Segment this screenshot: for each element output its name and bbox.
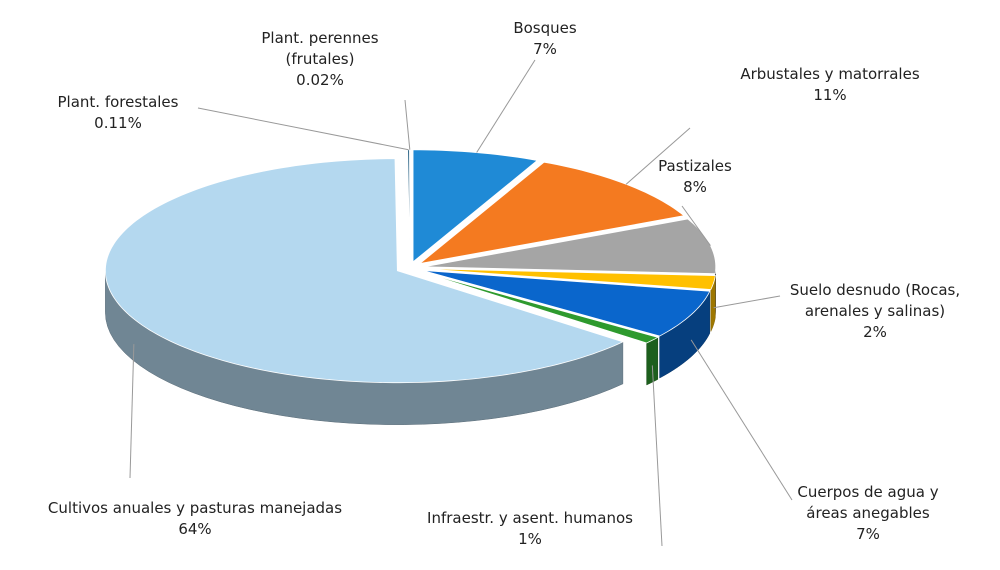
category-label: Suelo desnudo (Rocas, arenales y salinas… [789, 281, 961, 320]
value-label: 11% [813, 86, 847, 104]
slice-label: Infraestr. y asent. humanos 1% [400, 508, 660, 550]
leader-line [690, 339, 793, 501]
slice [422, 270, 711, 337]
leader-line [197, 107, 409, 151]
slice [420, 271, 659, 344]
category-label: Plant. forestales [57, 93, 179, 111]
value-label: 2% [863, 323, 887, 341]
slice-side [646, 337, 659, 386]
leader-line [404, 99, 411, 150]
value-label: 0.02% [296, 71, 344, 89]
value-label: 64% [178, 520, 212, 538]
category-label: Cuerpos de agua y áreas anegables [797, 483, 939, 522]
leader-line [651, 365, 663, 547]
leader-line [476, 59, 536, 153]
slice-label: Cultivos anuales y pasturas manejadas 64% [0, 498, 390, 540]
leader-line [681, 205, 711, 246]
value-label: 7% [533, 40, 557, 58]
value-label: 7% [856, 525, 880, 543]
slice [423, 268, 716, 290]
slice-label: Bosques 7% [485, 18, 605, 60]
category-label: Infraestr. y asent. humanos [427, 509, 633, 527]
value-label: 0.11% [94, 114, 142, 132]
category-label: Pastizales [658, 157, 732, 175]
slice [104, 158, 625, 384]
slice-label: Plant. perennes (frutales) 0.02% [240, 28, 400, 91]
leader-line [713, 295, 781, 309]
value-label: 8% [683, 178, 707, 196]
slice-label: Arbustales y matorrales 11% [700, 64, 960, 106]
category-label: Cultivos anuales y pasturas manejadas [47, 499, 343, 517]
slice-label: Cuerpos de agua y áreas anegables 7% [778, 482, 958, 545]
leader-line [129, 344, 135, 479]
category-label: Arbustales y matorrales [740, 65, 920, 83]
category-label: Plant. perennes (frutales) [261, 29, 379, 68]
slice [412, 149, 539, 263]
leader-line [625, 127, 691, 185]
value-label: 1% [518, 530, 542, 548]
slice-label: Pastizales 8% [635, 156, 755, 198]
category-label: Bosques [513, 19, 577, 37]
slice-label: Plant. forestales 0.11% [28, 92, 208, 134]
slice-label: Suelo desnudo (Rocas, arenales y salinas… [775, 280, 975, 343]
